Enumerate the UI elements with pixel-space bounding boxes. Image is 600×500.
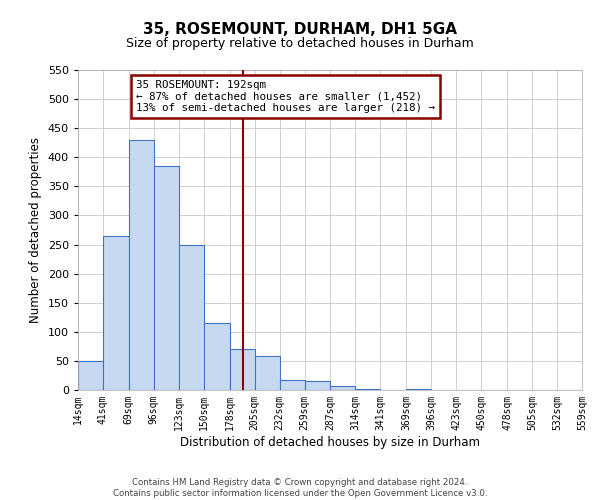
Y-axis label: Number of detached properties: Number of detached properties xyxy=(29,137,42,323)
Bar xyxy=(103,236,129,390)
Bar xyxy=(129,140,154,390)
Bar xyxy=(154,166,179,390)
Text: 35 ROSEMOUNT: 192sqm
← 87% of detached houses are smaller (1,452)
13% of semi-de: 35 ROSEMOUNT: 192sqm ← 87% of detached h… xyxy=(136,80,435,113)
Bar xyxy=(204,323,230,390)
Bar xyxy=(230,350,254,390)
Text: 35, ROSEMOUNT, DURHAM, DH1 5GA: 35, ROSEMOUNT, DURHAM, DH1 5GA xyxy=(143,22,457,38)
Bar xyxy=(406,389,431,390)
Bar xyxy=(305,382,331,390)
Text: Size of property relative to detached houses in Durham: Size of property relative to detached ho… xyxy=(126,38,474,51)
Bar xyxy=(179,244,204,390)
Bar xyxy=(280,380,305,390)
Bar xyxy=(254,356,280,390)
Bar xyxy=(78,361,103,390)
Bar xyxy=(355,389,380,390)
Text: Contains HM Land Registry data © Crown copyright and database right 2024.
Contai: Contains HM Land Registry data © Crown c… xyxy=(113,478,487,498)
Bar xyxy=(331,386,355,390)
X-axis label: Distribution of detached houses by size in Durham: Distribution of detached houses by size … xyxy=(180,436,480,448)
